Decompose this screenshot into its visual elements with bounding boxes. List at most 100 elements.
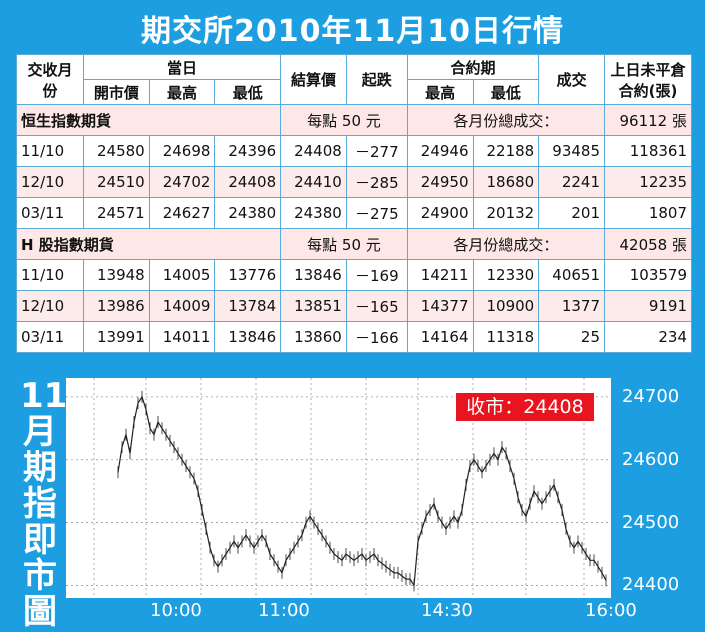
table-cell: 13991 xyxy=(83,321,150,353)
quote-table: 交收月份 當日 結算價 起跌 合約期 成交 上日未平倉合約(張) 開市價 最高 … xyxy=(15,54,692,353)
table-cell: －277 xyxy=(345,135,408,167)
table-cell: 14211 xyxy=(406,259,474,291)
table-cell: 14011 xyxy=(148,321,216,353)
row-month: 11/10 xyxy=(16,259,84,291)
volume-label: 各月份總成交： xyxy=(406,228,606,260)
table-row: 03/11 13991 14011 13846 13860 －166 14164 11318 2… xyxy=(16,321,692,353)
table-cell: 13860 xyxy=(280,321,347,353)
table-cell: 25 xyxy=(538,321,605,353)
table-cell: 24946 xyxy=(406,135,474,167)
table-cell: 24380 xyxy=(280,197,347,229)
table-cell: 14005 xyxy=(148,259,216,291)
table-cell: 118361 xyxy=(604,135,692,167)
y-tick-label: 24700 xyxy=(622,385,680,407)
header-low: 最低 xyxy=(214,79,282,105)
per-point: 每點 50 元 xyxy=(280,228,408,260)
intraday-chart xyxy=(66,378,611,598)
header-month: 交收月份 xyxy=(16,54,84,105)
x-tick-label: 14:30 xyxy=(421,600,473,621)
table-cell: 14164 xyxy=(406,321,474,353)
table-cell: 13846 xyxy=(214,321,282,353)
header-today: 當日 xyxy=(82,54,282,80)
quote-body: 恒生指數期貨 每點 50 元各月份總成交： 96112 張 11/10 24580 246… xyxy=(15,104,692,353)
table-cell: 13851 xyxy=(280,290,347,322)
table-cell: 24408 xyxy=(214,166,282,198)
section-header: 恒生指數期貨 每點 50 元各月份總成交： 96112 張 xyxy=(15,104,692,136)
table-row: 12/10 13986 14009 13784 13851 －165 14377 10900 1… xyxy=(16,290,692,322)
table-row: 03/11 24571 24627 24380 24380 －275 24900 20132 2… xyxy=(16,197,692,229)
section-name: 恒生指數期貨 xyxy=(15,104,282,136)
table-cell: 9191 xyxy=(604,290,692,322)
table-cell: 93485 xyxy=(538,135,605,167)
table-cell: 20132 xyxy=(472,197,540,229)
table-cell: 14377 xyxy=(406,290,474,322)
y-tick-label: 24500 xyxy=(622,511,680,533)
volume-label: 各月份總成交： xyxy=(406,104,606,136)
table-cell: －166 xyxy=(345,321,408,353)
header-contract-low: 最低 xyxy=(472,79,540,105)
table-row: 12/10 24510 24702 24408 24410 －285 24950 18680 2… xyxy=(16,166,692,198)
header-settle: 結算價 xyxy=(280,54,347,105)
chart-side-label: 11月期指即市圖 xyxy=(20,376,68,632)
x-tick-label: 11:00 xyxy=(258,600,310,621)
table-cell: 234 xyxy=(604,321,692,353)
table-cell: －285 xyxy=(345,166,408,198)
per-point: 每點 50 元 xyxy=(280,104,408,136)
row-month: 03/11 xyxy=(16,321,84,353)
x-tick-label: 16:00 xyxy=(585,600,637,621)
volume-total: 96112 張 xyxy=(604,104,692,136)
table-cell: 24698 xyxy=(148,135,216,167)
table-cell: 24510 xyxy=(83,166,150,198)
table-cell: 1807 xyxy=(604,197,692,229)
table-cell: 24627 xyxy=(148,197,216,229)
table-cell: 24571 xyxy=(83,197,150,229)
header-open: 開市價 xyxy=(83,79,150,105)
row-month: 11/10 xyxy=(16,135,84,167)
header-change: 起跌 xyxy=(345,54,408,105)
volume-total: 42058 張 xyxy=(604,228,692,260)
page-title: 期交所2010年11月10日行情 xyxy=(141,14,564,49)
table-cell: 103579 xyxy=(604,259,692,291)
header-contract: 合約期 xyxy=(406,54,540,80)
header-high: 最高 xyxy=(148,79,216,105)
table-cell: 11318 xyxy=(472,321,540,353)
table-cell: 13846 xyxy=(280,259,347,291)
table-cell: 24408 xyxy=(280,135,347,167)
close-price-badge: 收市：24408 xyxy=(456,393,594,421)
table-cell: 18680 xyxy=(472,166,540,198)
x-tick-label: 10:00 xyxy=(150,600,202,621)
table-cell: 24950 xyxy=(406,166,474,198)
table-cell: －165 xyxy=(345,290,408,322)
table-cell: 201 xyxy=(538,197,605,229)
section-name: H 股指數期貨 xyxy=(15,228,282,260)
table-cell: 12330 xyxy=(472,259,540,291)
table-cell: 24702 xyxy=(148,166,216,198)
row-month: 12/10 xyxy=(16,166,84,198)
table-cell: 22188 xyxy=(472,135,540,167)
table-cell: 13784 xyxy=(214,290,282,322)
table-row: 11/10 24580 24698 24396 24408 －277 24946 22188 9… xyxy=(16,135,692,167)
table-cell: 14009 xyxy=(148,290,216,322)
table-cell: －169 xyxy=(345,259,408,291)
section-header: H 股指數期貨 每點 50 元各月份總成交： 42058 張 xyxy=(15,228,692,260)
table-cell: 2241 xyxy=(538,166,605,198)
y-tick-label: 24400 xyxy=(622,574,680,596)
table-cell: 1377 xyxy=(538,290,605,322)
table-cell: －275 xyxy=(345,197,408,229)
table-cell: 13948 xyxy=(83,259,150,291)
table-cell: 24410 xyxy=(280,166,347,198)
table-row: 11/10 13948 14005 13776 13846 －169 14211 12330 4… xyxy=(16,259,692,291)
table-cell: 13986 xyxy=(83,290,150,322)
table-cell: 24900 xyxy=(406,197,474,229)
table-cell: 24580 xyxy=(83,135,150,167)
row-month: 03/11 xyxy=(16,197,84,229)
header-volume: 成交 xyxy=(538,54,605,105)
table-cell: 12235 xyxy=(604,166,692,198)
table-cell: 10900 xyxy=(472,290,540,322)
y-tick-label: 24600 xyxy=(622,448,680,470)
row-month: 12/10 xyxy=(16,290,84,322)
table-cell: 13776 xyxy=(214,259,282,291)
table-cell: 24380 xyxy=(214,197,282,229)
header-oi: 上日未平倉合約(張) xyxy=(604,54,692,105)
